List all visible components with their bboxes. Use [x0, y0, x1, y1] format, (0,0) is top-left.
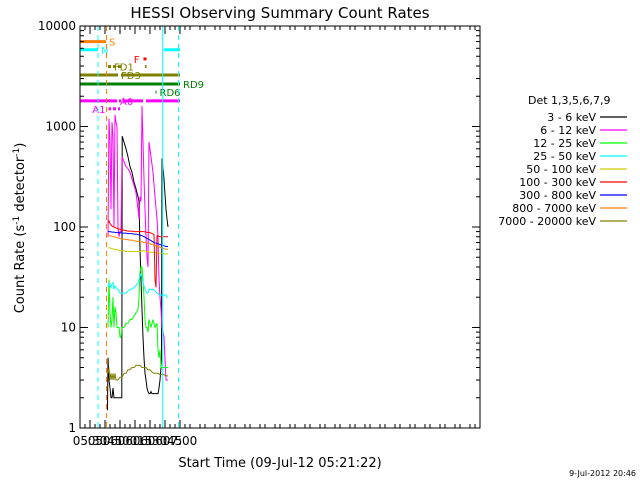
x-tick-label-07:00: 07:00 [163, 434, 198, 448]
legend-label-100-300-kev: 100 - 300 keV [519, 176, 596, 189]
series-line-50-100-kev [108, 247, 168, 255]
flag-label-rd6: RD6 [160, 88, 181, 99]
series-line-100-300-kev [107, 219, 168, 288]
y-tick-label-10000: 10000 [38, 19, 76, 33]
y-label-sup2: -1 [12, 148, 22, 157]
flag-label-rd9: RD9 [183, 80, 204, 91]
y-label-main: Count Rate (s [13, 225, 28, 314]
footer-date: 9-Jul-2012 20:46 [569, 469, 636, 478]
x-tick-label-06:00: 06:00 [103, 434, 138, 448]
series-line-25-50-kev [107, 272, 168, 298]
legend-label-7000-20000-kev: 7000 - 20000 keV [498, 215, 596, 228]
legend-label-50-100-kev: 50 - 100 keV [526, 163, 596, 176]
series-line-12-25-kev [107, 266, 168, 368]
vertical-lines-layer [97, 26, 179, 428]
legend-label-12-25-kev: 12 - 25 keV [533, 137, 596, 150]
legend-label-6-12-kev: 6 - 12 keV [540, 124, 596, 137]
legend-label-25-50-kev: 25 - 50 keV [533, 150, 596, 163]
flag-label-f: F [134, 55, 140, 66]
x-axis-label: Start Time (09-Jul-12 05:21:22) [178, 456, 381, 471]
flag-label-fd3: FD3 [121, 71, 141, 82]
legend-label-3-6-kev: 3 - 6 keV [547, 111, 596, 124]
y-axis-label: Count Rate (s-1 detector-1) [12, 143, 28, 314]
x-tick-label-05:30: 05:30 [73, 434, 108, 448]
y-tick-label-100: 100 [53, 220, 76, 234]
series-line-800-7000-kev [108, 235, 168, 250]
series-line-300-800-kev [108, 231, 168, 247]
x-tick-label-06:45: 06:45 [148, 434, 183, 448]
y-tick-label-1000: 1000 [45, 120, 76, 134]
y-label-end: ) [13, 143, 28, 148]
legend-label-300-800-kev: 300 - 800 keV [519, 189, 596, 202]
series-line-3-6-kev [107, 136, 169, 411]
series-line-7000-20000-kev [107, 364, 168, 381]
legend-title: Det 1,3,5,6,7,9 [528, 94, 611, 107]
flag-label-n: N [101, 46, 108, 57]
legend-label-800-7000-kev: 800 - 7000 keV [512, 202, 596, 215]
flag-label-a0: A0 [120, 97, 133, 108]
x-tick-label-05:45: 05:45 [88, 434, 123, 448]
y-tick-label-10: 10 [61, 321, 76, 335]
y-tick-label-1: 1 [68, 421, 76, 435]
chart-title: HESSI Observing Summary Count Rates [130, 4, 429, 22]
x-tick-label-06:15: 06:15 [118, 434, 153, 448]
flag-label-s: S [109, 38, 115, 49]
flag-label-fd1: FD1 [114, 63, 134, 74]
flag-label-a1: A1 [92, 105, 105, 116]
x-tick-label-06:30: 06:30 [133, 434, 168, 448]
y-label-sup1: -1 [12, 216, 22, 225]
y-label-mid: detector [13, 156, 28, 216]
series-line-6-12-kev [107, 105, 168, 381]
series-layer [107, 105, 169, 411]
